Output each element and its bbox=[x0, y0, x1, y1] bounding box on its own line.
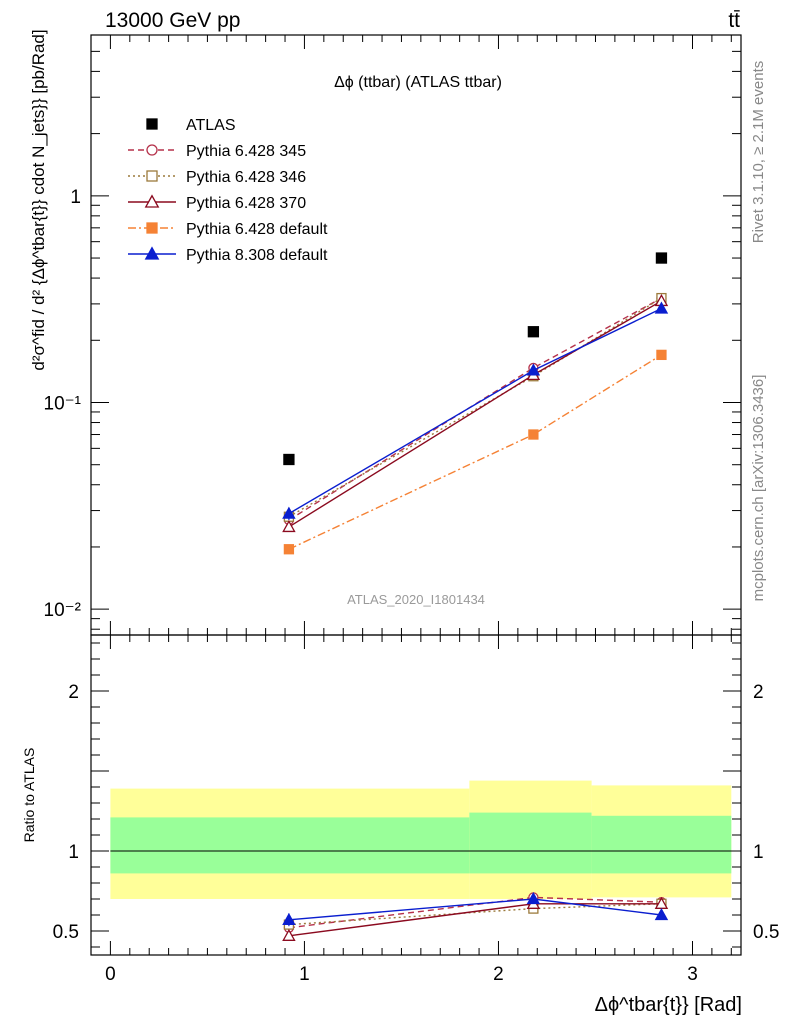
main-series-line-4 bbox=[288, 354, 662, 550]
main-series-3 bbox=[282, 293, 669, 533]
x-tick-label-1: 1 bbox=[299, 964, 310, 985]
legend-entry-1: Pythia 6.428 345 bbox=[128, 143, 306, 160]
ratio-series-layer bbox=[282, 892, 669, 941]
ratio-y-tick-label-right-1: 1 bbox=[753, 842, 764, 863]
main-point-4-1 bbox=[528, 429, 539, 440]
main-point-5-2 bbox=[654, 301, 669, 314]
main-point-0-0 bbox=[283, 453, 295, 466]
header-right-label: tt̄ bbox=[728, 9, 740, 32]
legend-label-4: Pythia 6.428 default bbox=[186, 221, 328, 238]
ratio-point-3-0 bbox=[282, 912, 296, 925]
ratio-series-3 bbox=[282, 892, 669, 927]
main-point-5-1 bbox=[526, 363, 541, 376]
ratio-y-axis-label: Ratio to ATLAS bbox=[21, 748, 37, 843]
plot-title: Δϕ (ttbar) (ATLAS ttbar) bbox=[334, 74, 502, 91]
main-series-layer bbox=[282, 252, 669, 555]
ratio-band-inner-0 bbox=[110, 817, 470, 874]
ratio-point-2-0 bbox=[282, 928, 296, 941]
legend-label-3: Pythia 6.428 370 bbox=[186, 195, 306, 212]
ratio-y-tick-label-1: 1 bbox=[68, 842, 79, 863]
analysis-watermark: ATLAS_2020_I1801434 bbox=[347, 592, 485, 607]
ratio-y-tick-label-right-0: 0.5 bbox=[753, 922, 779, 943]
legend-marker-4 bbox=[146, 222, 158, 234]
ratio-series-line-3 bbox=[288, 898, 662, 921]
legend-entry-4: Pythia 6.428 default bbox=[128, 221, 328, 238]
main-point-3-0 bbox=[282, 519, 296, 533]
ratio-band-inner-1 bbox=[469, 812, 592, 874]
main-series-0 bbox=[283, 252, 668, 466]
main-series-2 bbox=[283, 292, 667, 522]
main-point-4-0 bbox=[283, 544, 295, 555]
ratio-plot-frame bbox=[90, 634, 742, 956]
main-series-line-1 bbox=[288, 297, 662, 521]
ratio-point-3-2 bbox=[654, 908, 669, 921]
rivet-version-label: Rivet 3.1.10, ≥ 2.1M events bbox=[750, 61, 767, 244]
legend-label-1: Pythia 6.428 345 bbox=[186, 143, 306, 160]
x-tick-label-0: 0 bbox=[105, 964, 116, 985]
legend-label-0: ATLAS bbox=[186, 117, 236, 134]
ratio-y-tick-label-2: 2 bbox=[68, 682, 79, 703]
main-series-line-2 bbox=[288, 297, 662, 518]
legend-marker-1 bbox=[146, 144, 158, 156]
main-point-0-2 bbox=[655, 252, 668, 264]
ratio-series-line-0 bbox=[288, 896, 662, 929]
main-y-tick-label-0: 10⁻² bbox=[44, 600, 82, 621]
ratio-band-inner-2 bbox=[591, 815, 732, 874]
main-series-5 bbox=[282, 301, 669, 521]
main-y-tick-label-1: 10⁻¹ bbox=[44, 394, 82, 415]
main-point-4-2 bbox=[656, 349, 667, 361]
legend-entry-2: Pythia 6.428 346 bbox=[128, 169, 306, 186]
x-axis-label: Δϕ^tbar{t}} [Rad] bbox=[595, 994, 742, 1016]
legend: ATLAS Pythia 6.428 345 Pythia 6.428 346 Pyt… bbox=[128, 117, 328, 264]
legend-label-5: Pythia 8.308 default bbox=[186, 247, 328, 264]
legend-entry-5: Pythia 8.308 default bbox=[128, 246, 328, 264]
legend-entry-3: Pythia 6.428 370 bbox=[128, 194, 306, 212]
header-left-label: 13000 GeV pp bbox=[105, 9, 240, 32]
axes-layer: 0 1 2 3 10⁻² 10⁻¹ 1 0.5 0.5 1 1 2 2 bbox=[44, 34, 779, 985]
legend-entry-0: ATLAS bbox=[146, 117, 236, 134]
ratio-point-3-1 bbox=[526, 892, 541, 905]
legend-marker-3 bbox=[144, 194, 160, 208]
main-point-0-1 bbox=[527, 326, 540, 338]
main-series-4 bbox=[283, 349, 667, 555]
x-tick-label-2: 2 bbox=[493, 964, 504, 985]
ratio-y-tick-label-right-2: 2 bbox=[753, 682, 764, 703]
ratio-y-tick-label-0: 0.5 bbox=[53, 922, 79, 943]
x-tick-label-3: 3 bbox=[687, 964, 698, 985]
legend-marker-0 bbox=[146, 118, 158, 130]
main-y-axis-label: d²σ^fid / d² {Δϕ^tbar{t}} cdot N_jets}} … bbox=[29, 29, 48, 370]
legend-marker-5 bbox=[144, 246, 160, 260]
ratio-series-line-1 bbox=[288, 903, 662, 926]
ratio-uncertainty-bands bbox=[110, 780, 732, 899]
main-y-tick-label-2: 1 bbox=[70, 187, 81, 208]
mcplots-label: mcplots.cern.ch [arXiv:1306.3436] bbox=[750, 375, 767, 602]
legend-label-2: Pythia 6.428 346 bbox=[186, 169, 306, 186]
legend-marker-2 bbox=[146, 170, 158, 182]
main-point-5-0 bbox=[282, 506, 296, 519]
